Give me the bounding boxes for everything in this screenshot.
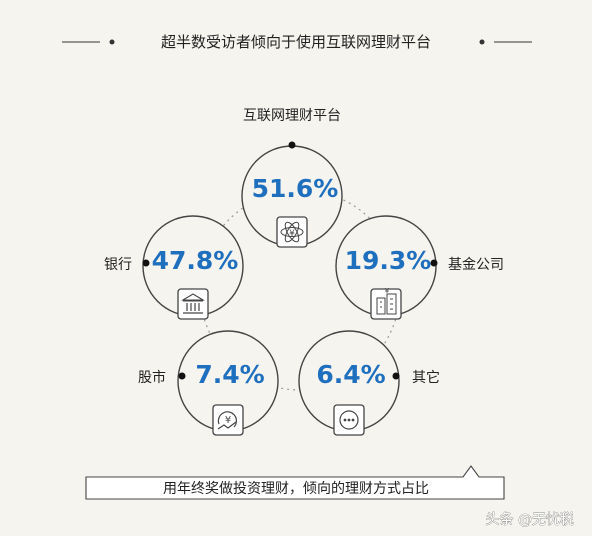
ring-dot	[178, 372, 186, 380]
building-icon: ¥	[370, 287, 402, 320]
more-dots-icon	[333, 404, 365, 436]
title-dot-left	[109, 39, 115, 45]
title-dot-right	[479, 39, 485, 45]
ring-dot	[142, 259, 150, 267]
value-label: 7.4%	[195, 360, 264, 389]
atom-yuan-icon: ¥	[276, 216, 308, 248]
category-label: 互联网理财平台	[243, 108, 341, 124]
caption-box: 用年终奖做投资理财，倾向的理财方式占比	[85, 465, 505, 500]
watermark: 头条 @无忧税	[486, 511, 574, 528]
value-label: 51.6%	[252, 174, 339, 203]
yuan-trend-icon: ¥	[212, 404, 244, 436]
rings-layer: 51.6% 互联网理财平台 19.3% 基金公司 6.4% 其它 7.4% 股市 47.8% 银行	[104, 108, 504, 432]
category-label: 银行	[104, 257, 132, 273]
value-label: 6.4%	[316, 360, 385, 389]
value-label: 19.3%	[345, 246, 432, 275]
chart-title: 超半数受访者倾向于使用互联网理财平台	[161, 33, 431, 51]
ring-dot	[430, 259, 438, 267]
caption-text: 用年终奖做投资理财，倾向的理财方式占比	[163, 480, 429, 497]
ring-dot	[288, 141, 296, 149]
value-label: 47.8%	[152, 246, 239, 275]
svg-text:¥: ¥	[289, 229, 295, 239]
ring-dot	[392, 372, 400, 380]
svg-text:¥: ¥	[385, 287, 390, 295]
bank-icon	[177, 288, 209, 320]
svg-text:¥: ¥	[225, 415, 231, 426]
category-label: 基金公司	[448, 256, 504, 273]
category-label: 其它	[412, 369, 440, 386]
category-label: 股市	[138, 369, 166, 386]
